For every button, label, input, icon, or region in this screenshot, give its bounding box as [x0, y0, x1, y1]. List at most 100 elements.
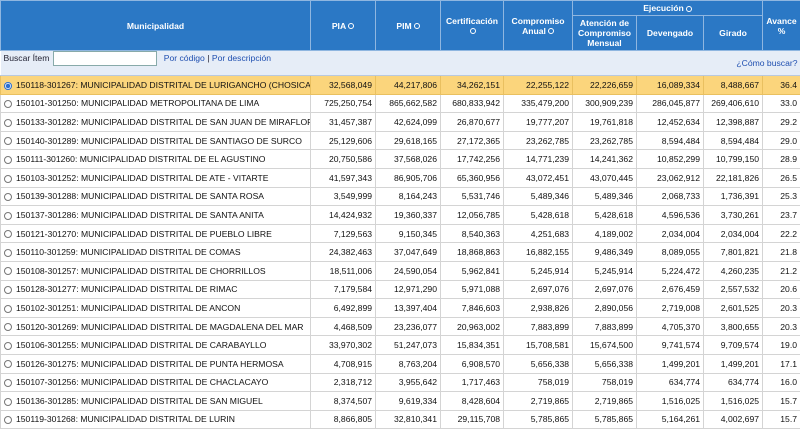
table-row[interactable]: 150111-301260: MUNICIPALIDAD DISTRITAL D… — [1, 150, 800, 169]
link[interactable]: Por código — [164, 53, 205, 63]
number-cell: 21.8 — [763, 243, 800, 262]
number-cell: 25.3 — [763, 187, 800, 206]
table-row[interactable]: 150137-301286: MUNICIPALIDAD DISTRITAL D… — [1, 206, 800, 225]
search-input[interactable] — [53, 51, 157, 66]
table-row[interactable]: 150133-301282: MUNICIPALIDAD DISTRITAL D… — [1, 113, 800, 132]
number-cell: 15.7 — [763, 410, 800, 429]
row-label: 150137-301286: MUNICIPALIDAD DISTRITAL D… — [16, 210, 264, 220]
number-cell: 3,800,655 — [704, 317, 763, 336]
col-header[interactable]: Avance % — [763, 1, 800, 51]
number-cell: 23,062,912 — [637, 168, 704, 187]
help-link[interactable]: ¿Cómo buscar? — [736, 51, 797, 75]
number-cell: 1,717,463 — [441, 373, 504, 392]
row-label: 150121-301270: MUNICIPALIDAD DISTRITAL D… — [16, 229, 272, 239]
table-row[interactable]: 150102-301251: MUNICIPALIDAD DISTRITAL D… — [1, 299, 800, 318]
table-row[interactable]: 150126-301275: MUNICIPALIDAD DISTRITAL D… — [1, 354, 800, 373]
number-cell: 2,318,712 — [311, 373, 376, 392]
table-row[interactable]: 150120-301269: MUNICIPALIDAD DISTRITAL D… — [1, 317, 800, 336]
number-cell: 26.5 — [763, 168, 800, 187]
number-cell: 27,172,365 — [441, 131, 504, 150]
col-header[interactable]: Compromiso Anual — [504, 1, 573, 51]
col-header[interactable]: Certificación — [441, 1, 504, 51]
row-label: 150111-301260: MUNICIPALIDAD DISTRITAL D… — [16, 154, 265, 164]
col-header[interactable]: Girado — [704, 16, 763, 51]
number-cell: 22,181,826 — [704, 168, 763, 187]
number-cell: 8,763,204 — [376, 354, 441, 373]
number-cell: 22,255,122 — [504, 76, 573, 95]
number-cell: 28.9 — [763, 150, 800, 169]
number-cell: 23.7 — [763, 206, 800, 225]
number-cell: 15.7 — [763, 392, 800, 411]
radio-button[interactable] — [4, 323, 12, 331]
radio-button[interactable] — [4, 267, 12, 275]
name-cell: 150106-301255: MUNICIPALIDAD DISTRITAL D… — [1, 336, 311, 355]
table-row[interactable]: 150106-301255: MUNICIPALIDAD DISTRITAL D… — [1, 336, 800, 355]
col-header[interactable]: PIA — [311, 1, 376, 51]
row-label: 150118-301267: MUNICIPALIDAD DISTRITAL D… — [16, 80, 311, 90]
radio-button[interactable] — [4, 360, 12, 368]
table-row[interactable]: 150136-301285: MUNICIPALIDAD DISTRITAL D… — [1, 392, 800, 411]
radio-button[interactable] — [4, 230, 12, 238]
number-cell: 86,905,706 — [376, 168, 441, 187]
radio-button[interactable] — [4, 137, 12, 145]
col-group-header[interactable]: Ejecución — [573, 1, 763, 16]
link[interactable]: Por descripción — [212, 53, 271, 63]
radio-button[interactable] — [4, 286, 12, 294]
number-cell: 758,019 — [573, 373, 637, 392]
number-cell: 51,247,073 — [376, 336, 441, 355]
radio-button[interactable] — [4, 212, 12, 220]
table-row[interactable]: 150128-301277: MUNICIPALIDAD DISTRITAL D… — [1, 280, 800, 299]
number-cell: 8,488,667 — [704, 76, 763, 95]
radio-button[interactable] — [4, 119, 12, 127]
number-cell: 2,601,525 — [704, 299, 763, 318]
radio-button[interactable] — [4, 100, 12, 108]
number-cell: 8,540,363 — [441, 224, 504, 243]
table-row[interactable]: 150107-301256: MUNICIPALIDAD DISTRITAL D… — [1, 373, 800, 392]
radio-button[interactable] — [4, 305, 12, 313]
table-row[interactable]: 150119-301268: MUNICIPALIDAD DISTRITAL D… — [1, 410, 800, 429]
col-header[interactable]: PIM — [376, 1, 441, 51]
radio-button[interactable] — [4, 416, 12, 424]
number-cell: 12,056,785 — [441, 206, 504, 225]
number-cell: 6,908,570 — [441, 354, 504, 373]
table-row[interactable]: 150139-301288: MUNICIPALIDAD DISTRITAL D… — [1, 187, 800, 206]
number-cell: 20,963,002 — [441, 317, 504, 336]
table-row[interactable]: 150103-301252: MUNICIPALIDAD DISTRITAL D… — [1, 168, 800, 187]
table-row[interactable]: 150121-301270: MUNICIPALIDAD DISTRITAL D… — [1, 224, 800, 243]
table-row[interactable]: 150101-301250: MUNICIPALIDAD METROPOLITA… — [1, 94, 800, 113]
radio-button[interactable] — [4, 193, 12, 201]
number-cell: 14,771,239 — [504, 150, 573, 169]
search-bar: Buscar Ítem Por código | Por descripción… — [1, 51, 800, 76]
number-cell: 7,883,899 — [504, 317, 573, 336]
radio-button[interactable] — [4, 82, 12, 90]
number-cell: 10,852,299 — [637, 150, 704, 169]
row-label: 150126-301275: MUNICIPALIDAD DISTRITAL D… — [16, 359, 284, 369]
radio-button[interactable] — [4, 249, 12, 257]
radio-button[interactable] — [4, 342, 12, 350]
radio-button[interactable] — [4, 379, 12, 387]
radio-button[interactable] — [4, 156, 12, 164]
col-header[interactable]: Municipalidad — [1, 1, 311, 51]
table-row[interactable]: 150140-301289: MUNICIPALIDAD DISTRITAL D… — [1, 131, 800, 150]
number-cell: 12,971,290 — [376, 280, 441, 299]
name-cell: 150108-301257: MUNICIPALIDAD DISTRITAL D… — [1, 261, 311, 280]
radio-button[interactable] — [4, 398, 12, 406]
name-cell: 150111-301260: MUNICIPALIDAD DISTRITAL D… — [1, 150, 311, 169]
separator: | — [207, 53, 209, 63]
row-label: 150103-301252: MUNICIPALIDAD DISTRITAL D… — [16, 173, 269, 183]
table-row[interactable]: 150108-301257: MUNICIPALIDAD DISTRITAL D… — [1, 261, 800, 280]
row-label: 150133-301282: MUNICIPALIDAD DISTRITAL D… — [16, 117, 311, 127]
number-cell: 16,882,155 — [504, 243, 573, 262]
col-header[interactable]: Devengado — [637, 16, 704, 51]
number-cell: 6,492,899 — [311, 299, 376, 318]
number-cell: 9,486,349 — [573, 243, 637, 262]
number-cell: 65,360,956 — [441, 168, 504, 187]
table-row[interactable]: 150118-301267: MUNICIPALIDAD DISTRITAL D… — [1, 76, 800, 95]
number-cell: 37,568,026 — [376, 150, 441, 169]
number-cell: 2,676,459 — [637, 280, 704, 299]
table-row[interactable]: 150110-301259: MUNICIPALIDAD DISTRITAL D… — [1, 243, 800, 262]
col-header[interactable]: Atención de Compromiso Mensual — [573, 16, 637, 51]
radio-button[interactable] — [4, 175, 12, 183]
number-cell: 34,262,151 — [441, 76, 504, 95]
number-cell: 7,846,603 — [441, 299, 504, 318]
